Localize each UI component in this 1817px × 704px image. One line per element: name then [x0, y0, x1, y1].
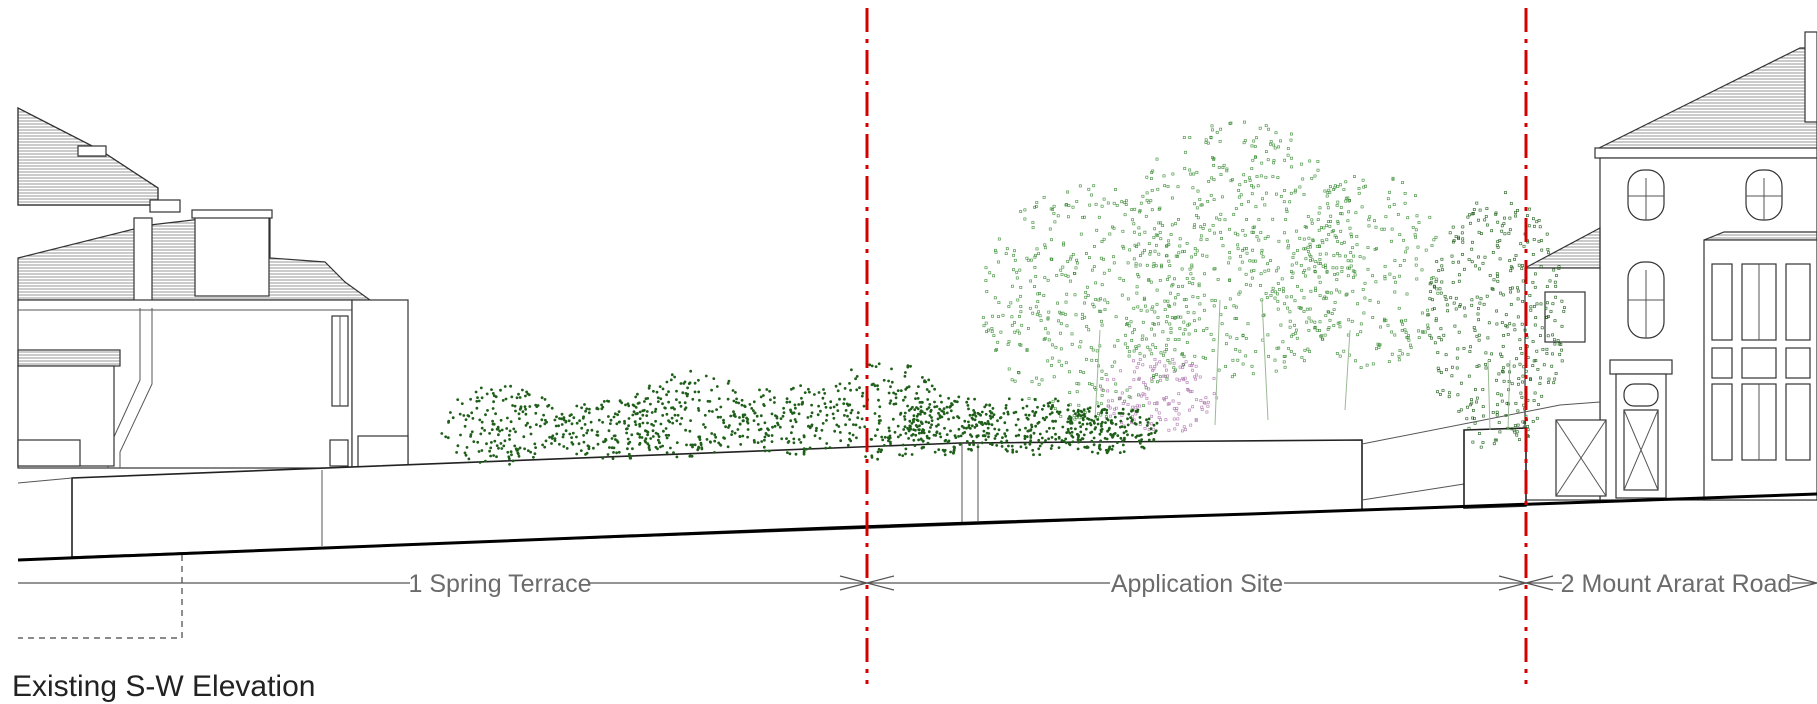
trees-canopy: [981, 120, 1566, 449]
garden-walls: [17, 401, 1601, 558]
dimension-arrow-icon: [839, 575, 1817, 591]
section-label-application-site: Application Site: [1111, 570, 1283, 598]
ground-line: [17, 492, 1817, 562]
foundation-dashed-line: [18, 555, 183, 639]
section-label-1-spring-terrace: 1 Spring Terrace: [409, 570, 592, 598]
building-2-mount-ararat-road: [1524, 31, 1817, 501]
section-label-2-mount-ararat-road: 2 Mount Ararat Road: [1561, 570, 1792, 598]
hedge-planting: [440, 362, 1159, 466]
drawing-title: Existing S-W Elevation: [12, 670, 315, 703]
building-1-spring-terrace: [17, 107, 409, 469]
